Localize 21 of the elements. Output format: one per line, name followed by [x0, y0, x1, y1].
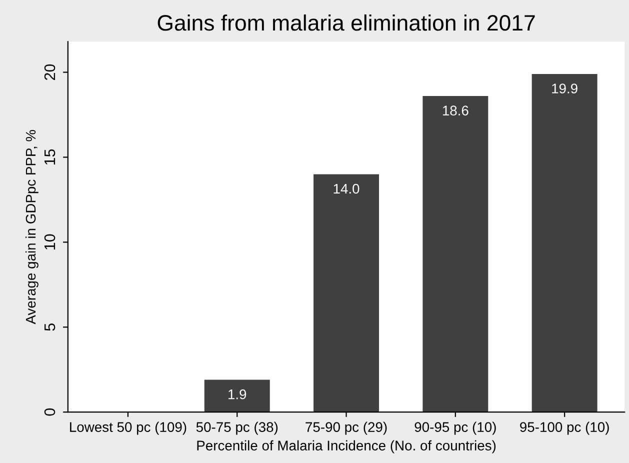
y-tick-label: 15: [44, 149, 56, 165]
y-tick-label: 5: [44, 324, 56, 331]
y-tick-label: 20: [44, 64, 56, 80]
y-axis-title: Average gain in GDPpc PPP, %: [25, 130, 38, 324]
bar: [204, 380, 270, 412]
x-tick-label: 90-95 pc (10): [414, 422, 496, 435]
data-label: 19.9: [552, 84, 578, 94]
x-tick-label: Lowest 50 pc (109): [70, 422, 186, 435]
y-tick-label: 0: [44, 408, 56, 416]
x-tick-label: 95-100 pc (10): [520, 422, 609, 435]
data-label: 14.0: [334, 184, 360, 194]
data-label: 1.9: [228, 389, 246, 400]
x-axis-title: Percentile of Malaria Incidence (No. of countries): [197, 440, 496, 454]
x-tick-label: 50-75 pc (38): [196, 422, 278, 435]
y-tick-label: 10: [44, 234, 56, 250]
x-tick-label: 75-90 pc (29): [306, 422, 387, 435]
chart-title: Gains from malaria elimination in 2017: [158, 14, 535, 31]
bar: [422, 96, 488, 412]
data-label: 18.6: [442, 106, 468, 116]
bar: [314, 174, 380, 412]
bar: [532, 74, 598, 412]
